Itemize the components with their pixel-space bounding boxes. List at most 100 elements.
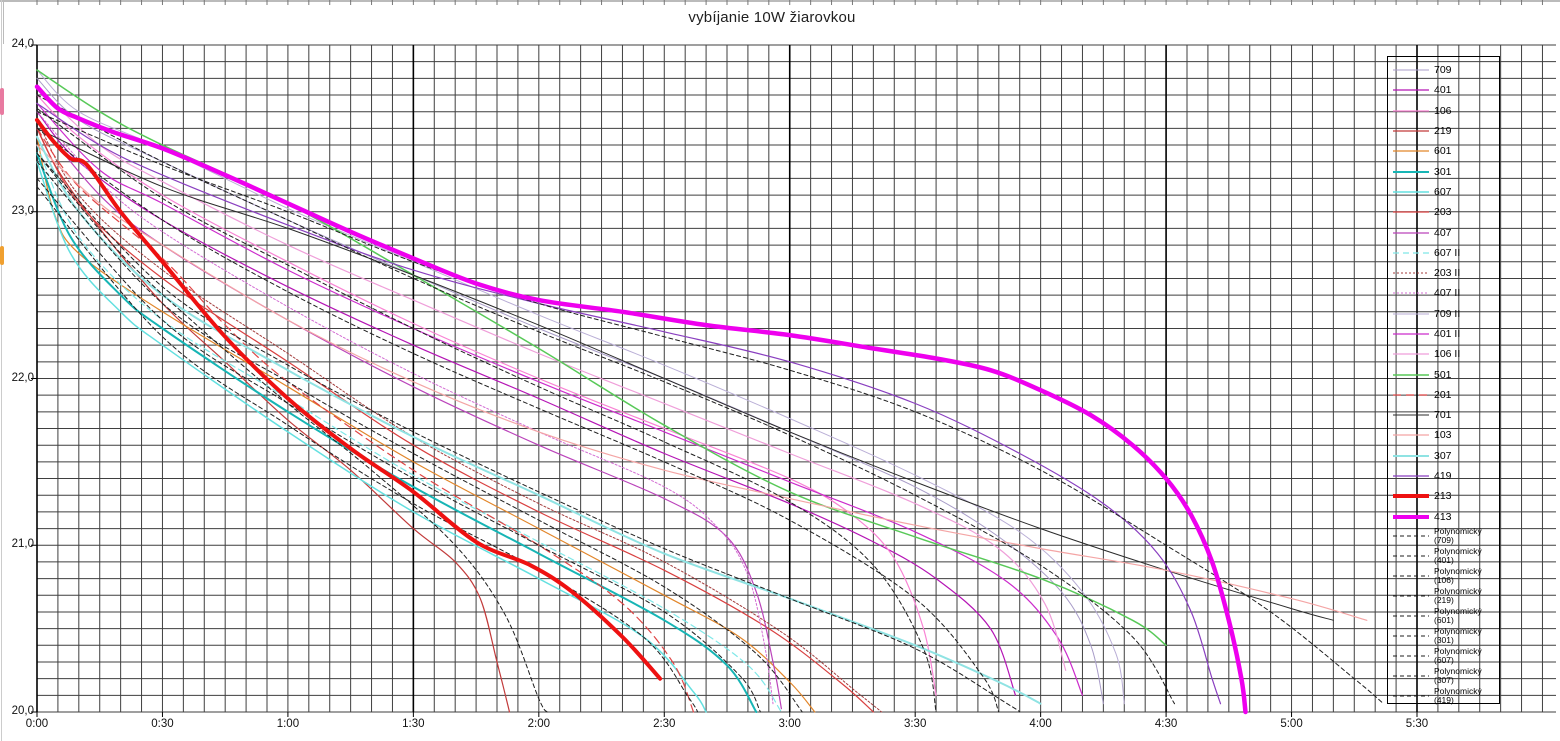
legend-item-213[interactable]: 213 xyxy=(1393,486,1499,506)
series-501[interactable] xyxy=(36,69,1167,647)
legend-line-sample xyxy=(1393,675,1429,677)
x-tick-label[interactable]: 2:30 xyxy=(653,718,676,730)
series-607[interactable] xyxy=(36,160,707,713)
y-tick-label[interactable]: 20,0 xyxy=(11,705,34,717)
series-213[interactable] xyxy=(35,118,663,681)
series-106[interactable] xyxy=(36,94,937,696)
series-307[interactable] xyxy=(36,135,1042,705)
x-tick-label[interactable]: 5:30 xyxy=(1405,718,1429,730)
x-tick-label[interactable]: 3:30 xyxy=(903,718,927,730)
series-201[interactable] xyxy=(36,127,695,713)
chart-title[interactable]: vybíjanie 10W žiarovkou xyxy=(688,9,856,26)
legend-label: Polynomický (601) xyxy=(1434,605,1482,626)
legend-label: 219 xyxy=(1434,125,1452,138)
y-tick-label[interactable]: 23,0 xyxy=(11,204,34,217)
legend-label: Polynomický (301) xyxy=(1434,625,1482,646)
series-407-II[interactable] xyxy=(36,111,774,705)
legend-item-203[interactable]: 203 xyxy=(1393,202,1499,222)
legend-item-607-II[interactable]: 607 II xyxy=(1393,243,1499,263)
legend-line-sample xyxy=(1393,110,1429,112)
axis-ticks xyxy=(31,44,1418,717)
legend[interactable]: 709 401 106 219 601 301 607 203 407 607 II 203 II 4… xyxy=(1387,56,1500,707)
legend-item-poly-607[interactable]: Polynomický (607) xyxy=(1393,646,1499,667)
legend-item-401-II[interactable]: 401 II xyxy=(1393,324,1499,344)
legend-line-sample xyxy=(1393,695,1429,697)
trendline-601[interactable] xyxy=(36,161,803,713)
series-219[interactable] xyxy=(36,127,511,713)
series-413[interactable] xyxy=(34,84,1248,715)
trendline-219[interactable] xyxy=(36,152,548,713)
legend-item-401[interactable]: 401 xyxy=(1393,80,1499,100)
legend-label: 407 xyxy=(1434,226,1452,239)
x-tick-label[interactable]: 1:30 xyxy=(402,718,425,730)
legend-item-701[interactable]: 701 xyxy=(1393,405,1499,425)
x-tick-label[interactable]: 0:00 xyxy=(25,718,49,730)
legend-item-poly-419[interactable]: Polynomický (419) xyxy=(1393,686,1499,707)
x-tick-label[interactable]: 4:00 xyxy=(1029,718,1052,730)
series-607-II[interactable] xyxy=(36,144,782,713)
legend-line-sample xyxy=(1393,150,1429,152)
legend-item-106-II[interactable]: 106 II xyxy=(1393,344,1499,364)
y-tick-label[interactable]: 22,0 xyxy=(11,371,34,384)
trendline-401[interactable] xyxy=(36,127,1000,713)
series-203-II[interactable] xyxy=(36,119,883,713)
trendline-607[interactable] xyxy=(36,186,699,713)
series-203[interactable] xyxy=(36,127,874,713)
legend-item-poly-106[interactable]: Polynomický (106) xyxy=(1393,566,1499,587)
series-601[interactable] xyxy=(36,136,816,713)
series-401-II[interactable] xyxy=(36,102,1084,696)
series-106-II[interactable] xyxy=(36,86,1067,671)
legend-item-407[interactable]: 407 xyxy=(1393,222,1499,242)
series-103[interactable] xyxy=(36,144,1368,621)
x-tick-label[interactable]: 1:00 xyxy=(276,718,300,730)
x-tick-label[interactable]: 3:00 xyxy=(778,718,801,730)
x-tick-label[interactable]: 4:30 xyxy=(1154,718,1178,730)
y-tick-label[interactable]: 24,0 xyxy=(11,38,34,50)
trendline-307[interactable] xyxy=(36,152,1021,713)
trendline-709[interactable] xyxy=(36,94,1175,705)
legend-item-219[interactable]: 219 xyxy=(1393,121,1499,141)
legend-item-201[interactable]: 201 xyxy=(1393,385,1499,405)
legend-item-poly-301[interactable]: Polynomický (301) xyxy=(1393,625,1499,647)
legend-line-sample xyxy=(1393,191,1429,193)
trendline-419[interactable] xyxy=(36,111,1384,705)
y-tick-label[interactable]: 21,0 xyxy=(11,538,34,551)
legend-item-poly-307[interactable]: Polynomický (307) xyxy=(1393,665,1499,687)
legend-line-sample xyxy=(1393,69,1429,71)
legend-label: 601 xyxy=(1434,145,1452,158)
left-edge-curve-remnant-pink xyxy=(0,88,4,115)
legend-item-407-II[interactable]: 407 II xyxy=(1393,283,1499,303)
legend-item-709[interactable]: 709 xyxy=(1393,60,1499,80)
trendline-301[interactable] xyxy=(36,177,761,713)
legend-label: Polynomický (307) xyxy=(1434,665,1482,686)
legend-item-307[interactable]: 307 xyxy=(1393,446,1499,466)
legend-item-501[interactable]: 501 xyxy=(1393,364,1499,384)
legend-item-poly-219[interactable]: Polynomický (219) xyxy=(1393,586,1499,607)
x-tick-label[interactable]: 2:00 xyxy=(527,718,550,730)
legend-label: 413 xyxy=(1434,510,1452,523)
legend-item-413[interactable]: 413 xyxy=(1393,507,1499,527)
gridlines xyxy=(36,44,1556,713)
x-tick-label[interactable]: 0:30 xyxy=(151,718,174,730)
legend-line-sample xyxy=(1393,475,1429,477)
legend-item-poly-709[interactable]: Polynomický (709) xyxy=(1393,526,1499,547)
series-407[interactable] xyxy=(36,119,782,710)
legend-item-103[interactable]: 103 xyxy=(1393,425,1499,445)
series-419[interactable] xyxy=(36,102,1222,705)
legend-item-203-II[interactable]: 203 II xyxy=(1393,263,1499,283)
left-edge-curve-remnant-orange xyxy=(0,246,4,265)
legend-item-607[interactable]: 607 xyxy=(1393,182,1499,202)
legend-item-106[interactable]: 106 xyxy=(1393,101,1499,121)
legend-item-601[interactable]: 601 xyxy=(1393,141,1499,161)
x-tick-label[interactable]: 5:00 xyxy=(1280,718,1303,730)
legend-label: 106 II xyxy=(1434,348,1461,361)
legend-line-sample xyxy=(1393,292,1429,294)
legend-line-sample xyxy=(1393,635,1429,637)
legend-item-709-II[interactable]: 709 II xyxy=(1393,304,1499,324)
legend-item-poly-401[interactable]: Polynomický (401) xyxy=(1393,546,1499,567)
legend-item-301[interactable]: 301 xyxy=(1393,161,1499,181)
legend-item-poly-601[interactable]: Polynomický (601) xyxy=(1393,605,1499,627)
trendline-106[interactable] xyxy=(36,107,937,713)
legend-item-419[interactable]: 419 xyxy=(1393,466,1499,486)
legend-line-sample xyxy=(1393,89,1429,92)
